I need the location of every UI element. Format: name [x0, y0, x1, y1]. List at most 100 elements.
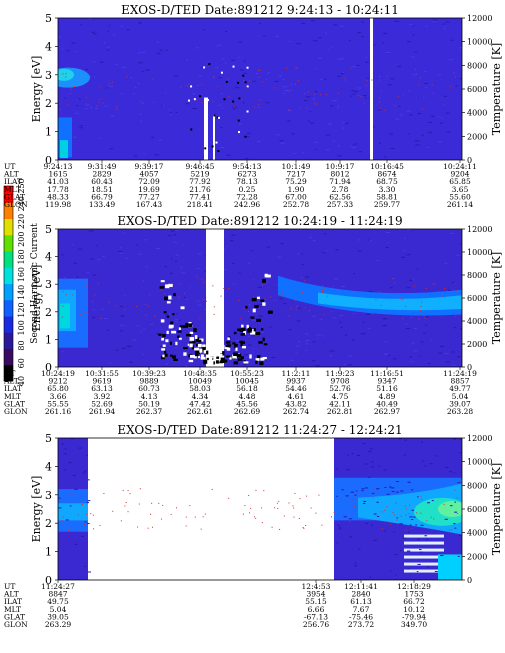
temperature-point: [103, 492, 105, 494]
spectrogram-cell: [120, 315, 125, 317]
temperature-point: [112, 510, 114, 512]
spectrogram-cell: [424, 535, 428, 537]
colorbar-swatch: [4, 251, 13, 268]
orbit-row-label: GLAT: [4, 399, 25, 408]
spectrogram-cell: [440, 554, 444, 556]
spectrogram-cell: [351, 453, 354, 455]
spectrogram-cell: [352, 143, 357, 145]
spectrogram-cell: [90, 33, 93, 35]
spectrogram-cell: [417, 113, 422, 115]
temperature-point: [127, 490, 129, 492]
spectrogram-cell: [430, 132, 433, 134]
spectrogram-cell: [450, 505, 453, 507]
spectrogram-cell: [239, 69, 244, 71]
temperature-point: [152, 526, 154, 528]
spectrogram-cell: [225, 344, 230, 348]
temperature-point: [274, 87, 276, 89]
spectrogram-cell: [331, 46, 333, 48]
spectrogram-cell: [417, 496, 419, 498]
temperature-point: [62, 305, 64, 307]
spectrogram-cell: [112, 34, 116, 36]
spectrogram-cell: [180, 266, 183, 268]
spectrogram-cell: [404, 534, 444, 538]
spectrogram-cell: [198, 75, 202, 77]
temperature-point: [204, 309, 206, 311]
spectrogram-cell: [343, 364, 347, 366]
spectrogram-cell: [340, 25, 344, 27]
spectrogram-cell: [217, 116, 220, 119]
spectrogram-cell: [267, 72, 271, 74]
spectrogram-cell: [363, 95, 367, 97]
spectrogram-cell: [58, 503, 88, 521]
y-tick-label: 4: [45, 251, 52, 264]
spectrogram-cell: [246, 66, 249, 69]
temperature-point: [68, 529, 70, 531]
spectrogram-cell: [122, 347, 126, 349]
spectrogram-cell: [181, 272, 186, 274]
temperature-point: [212, 101, 214, 103]
colorbar-swatch: [4, 332, 13, 349]
spectrogram-cell: [74, 112, 79, 114]
spectrogram-cell: [409, 24, 414, 26]
orbit-cell: -79.94: [402, 612, 426, 621]
spectrogram-cell: [387, 242, 389, 244]
orbit-cell: 9204: [450, 170, 469, 179]
spectrogram-cell: [120, 305, 123, 307]
spectrogram-cell: [165, 284, 170, 289]
temperature-point: [356, 491, 358, 493]
spectrogram-cell: [387, 84, 392, 86]
spectrogram-cell: [414, 140, 420, 142]
y2-tick-label: 6000: [467, 85, 487, 94]
spectrogram-cell: [274, 80, 279, 82]
orbit-cell: 4.61: [288, 392, 305, 401]
spectrogram-cell: [305, 343, 309, 345]
spectrogram-cell: [257, 35, 260, 37]
orbit-cell: 252.78: [283, 200, 309, 209]
spectrogram-cell: [135, 244, 138, 246]
spectrogram-cell: [184, 296, 186, 298]
spectrogram-cell: [169, 113, 173, 115]
spectrogram-cell: [336, 542, 338, 544]
temperature-point: [354, 506, 356, 508]
temperature-point: [255, 489, 257, 491]
temperature-point: [212, 285, 214, 287]
spectrogram-cell: [360, 333, 366, 335]
temperature-point: [65, 294, 67, 296]
spectrogram-cell: [348, 355, 353, 357]
orbit-cell: 2840: [351, 590, 370, 599]
spectrogram-cell: [309, 111, 312, 113]
spectrogram-cell: [319, 318, 323, 320]
temperature-point: [375, 298, 377, 300]
spectrogram-cell: [295, 345, 301, 347]
spectrogram-cell: [382, 42, 384, 44]
spectrogram-cell: [234, 345, 237, 349]
spectrogram-cell: [225, 341, 231, 344]
orbit-cell: 11:16:51: [370, 369, 404, 378]
spectrogram-cell: [136, 325, 140, 327]
temperature-point: [243, 307, 245, 309]
spectrogram-cell: [244, 81, 247, 84]
temperature-point: [423, 96, 425, 98]
orbit-cell: 261.94: [89, 407, 115, 416]
spectrogram-cell: [411, 489, 414, 491]
temperature-point: [96, 105, 98, 107]
spectrogram-cell: [108, 25, 111, 27]
spectrogram-cell: [395, 574, 397, 576]
spectrogram-cell: [389, 570, 392, 572]
spectrogram-cell: [61, 351, 64, 353]
spectrogram-cell: [217, 150, 220, 153]
spectrogram-cell: [313, 40, 318, 42]
spectrogram-cell: [190, 128, 193, 131]
spectrogram-cell: [322, 335, 325, 337]
orbit-cell: 66.79: [91, 192, 113, 201]
orbit-row-label: ALT: [3, 170, 19, 179]
spectrogram-cell: [444, 262, 448, 264]
y2-axis-label: Temperature [K]: [490, 43, 503, 135]
spectrogram-cell: [126, 345, 132, 347]
spectrogram-cell: [429, 463, 433, 465]
orbit-cell: 21.76: [189, 185, 211, 194]
spectrogram-cell: [451, 351, 455, 353]
spectrogram-cell: [115, 349, 119, 351]
spectrogram-panel: EXOS-D/TED Date:891212 10:24:19 - 11:24:…: [3, 214, 503, 416]
orbit-cell: 8857: [450, 377, 469, 386]
